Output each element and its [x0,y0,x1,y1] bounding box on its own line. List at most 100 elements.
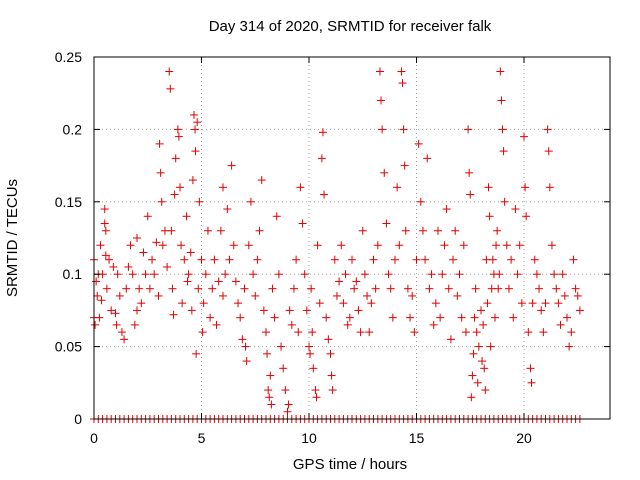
data-point [484,183,493,192]
data-point [544,147,553,156]
data-point [470,313,479,322]
data-point [189,110,198,119]
data-point [485,212,494,221]
data-point [391,255,399,264]
data-point [115,291,124,300]
data-point [168,284,177,293]
data-point [227,161,236,170]
data-point [91,320,100,329]
data-point [216,226,225,235]
data-point [135,284,144,293]
data-point [113,270,122,279]
data-point [289,284,298,293]
data-point [317,154,326,163]
y-tick-label: 0.25 [55,49,82,65]
data-points [90,67,584,423]
data-point [192,349,201,358]
data-point [455,270,464,279]
data-point [382,219,391,228]
data-point [563,313,571,322]
data-point [461,328,470,337]
data-point [429,320,438,329]
data-point [171,154,180,163]
data-point [509,313,518,322]
data-point [308,328,317,337]
data-point [157,197,166,206]
x-tick-label: 10 [301,430,317,446]
data-point [195,197,204,206]
data-point [249,270,258,279]
data-point [139,248,148,257]
data-point [524,328,533,337]
data-point [527,378,536,387]
data-point [150,270,159,279]
data-point [567,328,576,337]
data-point [421,255,430,264]
plot-frame [93,56,611,420]
data-point [575,306,584,315]
data-point [320,190,329,199]
grid-lines [94,57,610,419]
data-point [480,364,489,373]
data-point [356,328,365,337]
data-point [285,306,294,315]
data-point [327,371,336,380]
data-point [309,364,318,373]
data-point [244,241,253,250]
data-point [107,306,116,315]
y-tick-label: 0.05 [55,339,82,355]
data-point [502,241,511,250]
data-point [93,291,102,300]
data-point [408,291,417,300]
data-point [264,386,273,395]
data-point [199,299,208,308]
data-point [292,255,301,264]
data-point [141,270,150,279]
data-point [378,125,387,134]
data-point [521,183,530,192]
data-point [446,335,455,344]
y-tick-label: 0 [74,411,82,427]
data-point [341,270,350,279]
data-point [423,154,432,163]
data-point [434,226,442,235]
data-point [277,342,286,351]
data-point [300,270,309,279]
data-point [488,255,497,264]
data-point [274,270,283,279]
data-point [242,357,251,366]
data-point [191,125,200,134]
data-point [265,393,274,402]
data-point [457,313,466,322]
data-point [194,284,203,293]
data-point [281,386,290,395]
data-point [358,226,367,235]
data-point [284,400,293,409]
data-point [148,255,157,264]
data-point [101,251,110,260]
data-point [337,241,346,250]
data-point [365,328,374,337]
data-point [182,212,191,221]
data-point [236,313,245,322]
x-tick-label: 20 [516,430,532,446]
data-point [497,96,506,105]
data-point [418,226,427,235]
data-point [92,277,101,286]
data-point [322,313,331,322]
data-point [496,67,505,76]
data-point [165,67,174,76]
data-point [201,270,210,279]
data-point [425,284,434,293]
data-point [481,386,490,395]
data-point [343,320,352,329]
data-point [384,270,393,279]
data-point [494,284,503,293]
data-point [100,219,109,228]
data-point [552,284,561,293]
data-point [208,284,217,293]
data-point [528,299,537,308]
data-point [465,168,474,177]
data-point [556,320,565,329]
data-point [451,226,460,235]
